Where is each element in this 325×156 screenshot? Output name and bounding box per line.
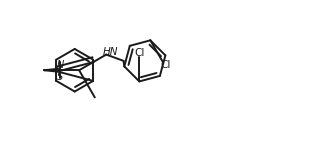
Text: Cl: Cl xyxy=(134,48,145,58)
Text: S: S xyxy=(57,71,63,81)
Text: N: N xyxy=(57,60,64,70)
Text: HN: HN xyxy=(102,47,118,57)
Text: Cl: Cl xyxy=(160,60,170,71)
